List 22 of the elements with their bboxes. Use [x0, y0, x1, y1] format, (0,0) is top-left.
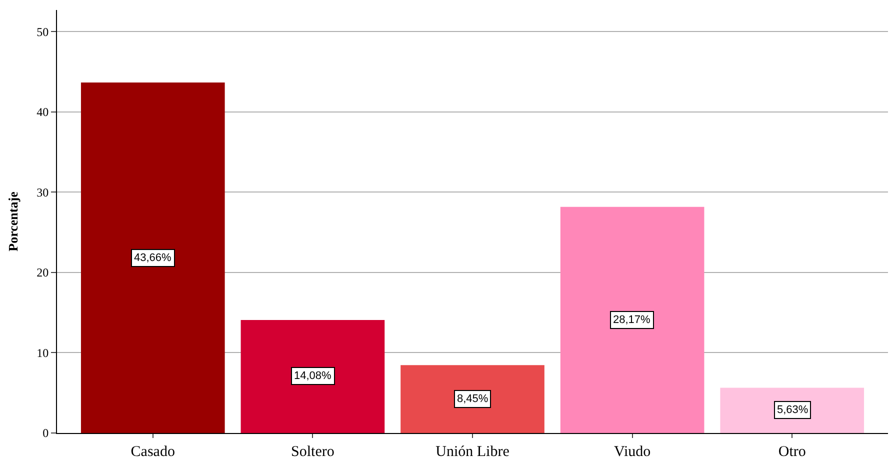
data-label: 8,45% — [457, 393, 488, 405]
y-tick-label: 0 — [42, 426, 49, 440]
y-tick-label: 20 — [36, 266, 49, 280]
x-tick-label: Otro — [778, 444, 806, 460]
bar — [80, 82, 225, 433]
bar — [560, 206, 704, 433]
x-tick-label: Viudo — [614, 444, 651, 460]
bar — [720, 388, 864, 433]
y-tick-label: 50 — [36, 24, 49, 39]
data-label: 28,17% — [613, 314, 651, 326]
bar — [400, 365, 544, 433]
data-label: 14,08% — [294, 370, 332, 382]
data-label: 5,63% — [777, 404, 808, 416]
y-tick-label: 40 — [36, 105, 49, 120]
x-tick-label: Soltero — [291, 444, 334, 460]
x-tick-label: Unión Libre — [436, 444, 510, 460]
x-tick-label: Casado — [130, 444, 175, 460]
bar — [240, 320, 385, 433]
y-tick-label: 10 — [36, 346, 49, 360]
data-label: 43,66% — [134, 252, 172, 264]
y-tick-label: 30 — [36, 185, 49, 200]
y-axis-title: Porcentaje — [6, 191, 21, 252]
